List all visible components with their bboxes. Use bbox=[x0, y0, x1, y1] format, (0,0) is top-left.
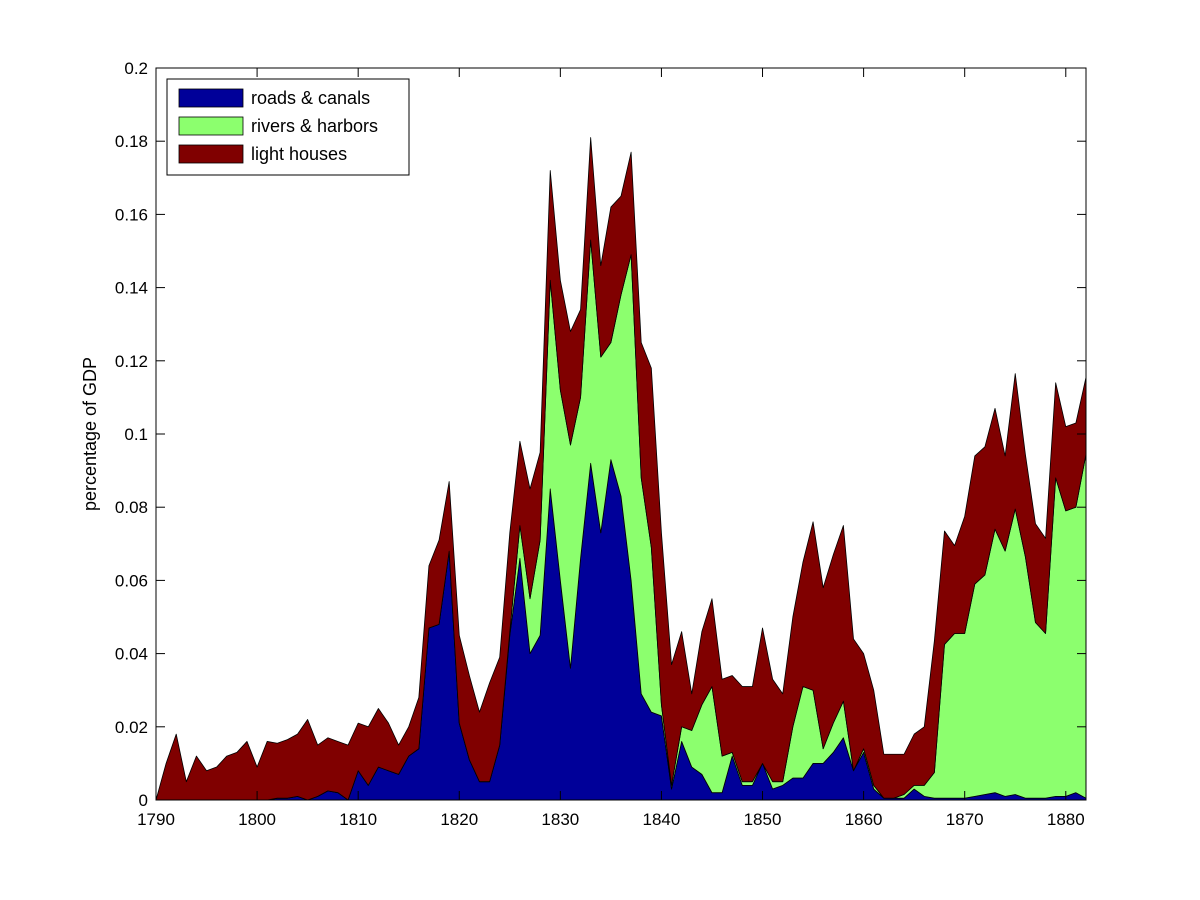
y-tick-label: 0.2 bbox=[124, 59, 148, 78]
x-tick-label: 1860 bbox=[845, 810, 883, 829]
axis-ticks-group: 1790 1800 1810 1820 1830 1840 1850 1860 1870 1880… bbox=[115, 59, 1086, 829]
x-tick-label: 1830 bbox=[541, 810, 579, 829]
y-tick-label: 0.18 bbox=[115, 132, 148, 151]
y-tick-label: 0.06 bbox=[115, 571, 148, 590]
y-tick-label: 0 bbox=[139, 791, 148, 810]
legend: roads & canals rivers & harbors light hous… bbox=[166, 78, 410, 176]
legend-swatch bbox=[178, 116, 244, 136]
y-axis-label: percentage of GDP bbox=[80, 357, 100, 511]
x-tick-label: 1880 bbox=[1047, 810, 1085, 829]
legend-label: rivers & harbors bbox=[251, 116, 378, 136]
x-tick-label: 1870 bbox=[946, 810, 984, 829]
y-tick-label: 0.14 bbox=[115, 279, 148, 298]
x-tick-label: 1850 bbox=[744, 810, 782, 829]
legend-label: light houses bbox=[251, 144, 347, 164]
x-tick-label: 1790 bbox=[137, 810, 175, 829]
x-tick-label: 1810 bbox=[339, 810, 377, 829]
y-tick-label: 0.12 bbox=[115, 352, 148, 371]
legend-swatch bbox=[178, 144, 244, 164]
x-tick-label: 1800 bbox=[238, 810, 276, 829]
y-tick-label: 0.16 bbox=[115, 205, 148, 224]
y-tick-label: 0.02 bbox=[115, 718, 148, 737]
x-tick-label: 1820 bbox=[440, 810, 478, 829]
x-tick-label: 1840 bbox=[643, 810, 681, 829]
legend-label: roads & canals bbox=[251, 88, 370, 108]
y-tick-label: 0.1 bbox=[124, 425, 148, 444]
y-tick-label: 0.04 bbox=[115, 645, 148, 664]
legend-swatch bbox=[178, 88, 244, 108]
y-tick-label: 0.08 bbox=[115, 498, 148, 517]
